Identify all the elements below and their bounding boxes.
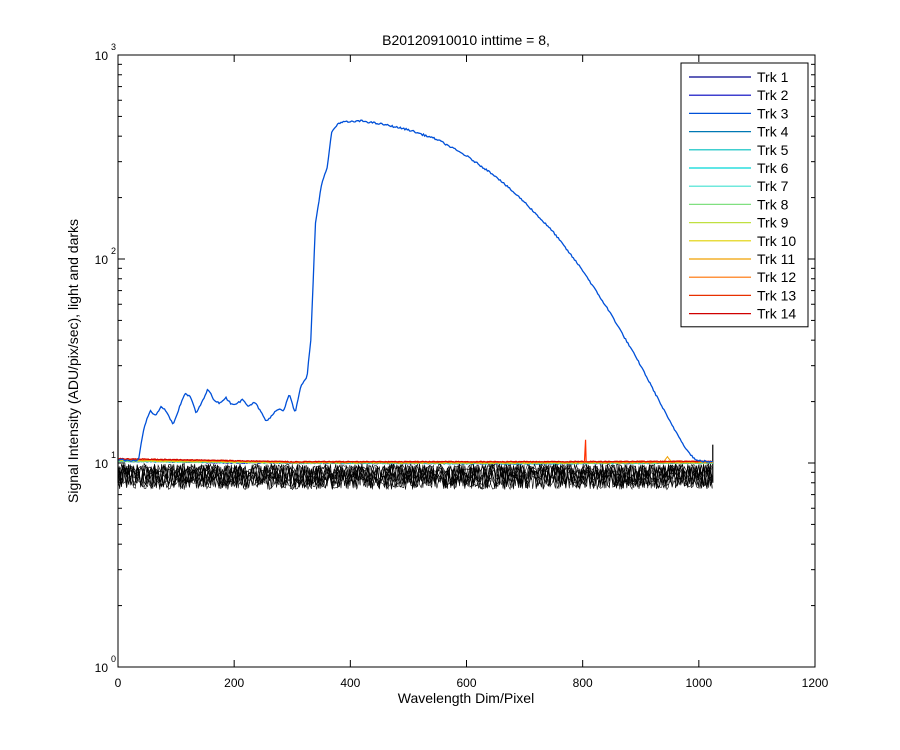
y-tick-exponent: 3 (111, 42, 116, 52)
x-tick-label: 1200 (802, 676, 829, 690)
y-tick-exponent: 2 (111, 246, 116, 256)
y-tick-label: 10 (95, 49, 109, 63)
y-tick-label: 10 (95, 253, 109, 267)
x-tick-label: 1000 (685, 676, 712, 690)
legend-label: Trk 3 (757, 105, 789, 121)
series-lines (117, 119, 714, 465)
x-tick-label: 800 (573, 676, 593, 690)
legend-label: Trk 13 (757, 287, 796, 303)
x-tick-label: 600 (456, 676, 476, 690)
y-axis-label: Signal Intensity (ADU/pix/sec), light an… (65, 219, 81, 503)
x-tick-label: 200 (224, 676, 244, 690)
spike-mark (583, 439, 587, 463)
chart-title: B20120910010 inttime = 8, (382, 32, 550, 48)
legend-label: Trk 10 (757, 233, 796, 249)
x-axis: 0 200 400 600 800 1000 1200 (115, 55, 829, 690)
x-tick-label: 0 (115, 676, 122, 690)
series-line-3 (117, 119, 713, 463)
y-tick-label: 10 (95, 661, 109, 675)
legend-label: Trk 1 (757, 69, 789, 85)
spike-line (583, 439, 587, 463)
legend-label: Trk 2 (757, 87, 789, 103)
legend-label: Trk 11 (757, 251, 795, 267)
legend-label: Trk 8 (757, 196, 789, 212)
darks-trace-5 (117, 462, 713, 491)
y-tick-label: 10 (95, 457, 109, 471)
legend-label: Trk 6 (757, 160, 789, 176)
y-tick-exponent: 0 (111, 654, 116, 664)
legend-label: Trk 4 (757, 124, 789, 140)
x-axis-label: Wavelength Dim/Pixel (398, 690, 534, 706)
legend-label: Trk 14 (757, 306, 796, 322)
series-line-14 (117, 457, 714, 463)
legend-label: Trk 5 (757, 142, 789, 158)
legend-label: Trk 9 (757, 215, 789, 231)
legend-label: Trk 12 (757, 269, 796, 285)
legend-label: Trk 7 (757, 178, 789, 194)
y-tick-exponent: 1 (111, 450, 116, 460)
legend-box (680, 62, 809, 328)
darks-trace-10 (117, 463, 713, 490)
legend: Trk 1 Trk 2 Trk 3 Trk 4 Trk 5 Trk 6 Trk 7 Trk 8… (680, 62, 809, 328)
x-tick-label: 400 (340, 676, 360, 690)
